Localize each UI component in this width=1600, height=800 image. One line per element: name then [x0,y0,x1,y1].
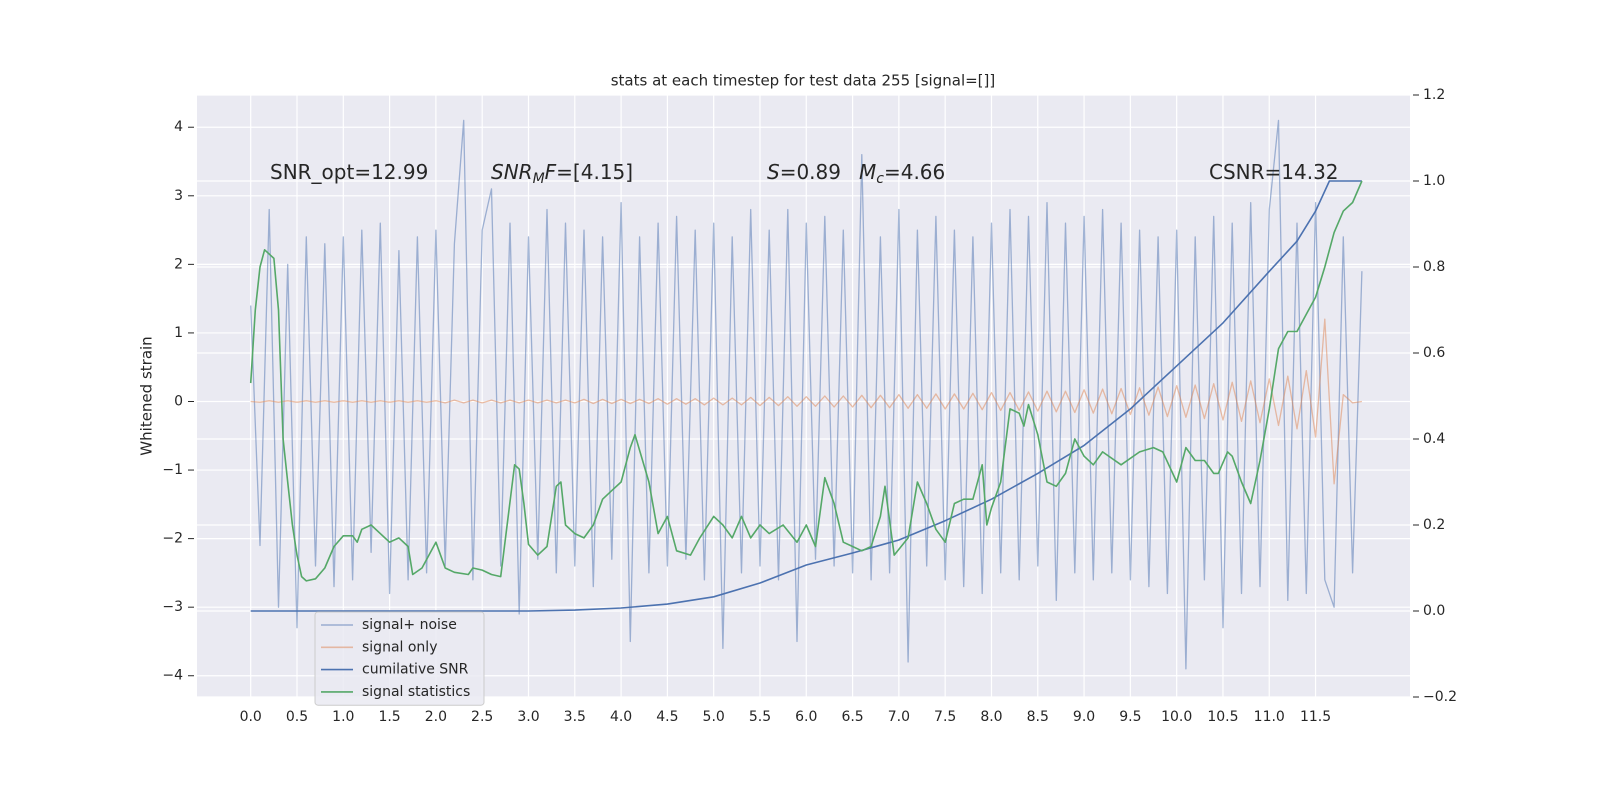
y2-tick-label: 1.0 [1423,173,1445,189]
x-tick-label: 11.0 [1254,709,1285,725]
x-tick-label: 1.5 [378,709,400,725]
x-tick-label: 0.5 [286,709,308,725]
x-tick-label: 8.0 [980,709,1002,725]
y-tick-label: −4 [162,668,183,684]
series-line [250,318,1362,485]
y2-tick-label: −0.2 [1423,689,1457,705]
y2-tick-label: 0.2 [1423,517,1445,533]
x-tick-label: 8.5 [1027,709,1049,725]
annotation-part: M [859,160,876,184]
y2-tick-label: 0.4 [1423,431,1445,447]
annotation: S=0.89 [767,160,841,184]
annotation-part: =4.66 [884,160,945,184]
x-tick-label: 6.5 [841,709,863,725]
y-tick-label: 4 [174,119,183,135]
annotation-part: M [533,171,545,187]
annotation-part: CSNR=14.32 [1209,160,1339,184]
x-tick-label: 7.5 [934,709,956,725]
y-tick-label: 2 [174,256,183,272]
x-tick-label: 10.0 [1161,709,1192,725]
y2-tick-label: 1.2 [1423,87,1445,103]
x-tick-label: 4.0 [610,709,632,725]
legend-label: signal statistics [362,684,470,700]
x-tick-label: 7.0 [888,709,910,725]
y-tick-label: −2 [162,531,183,547]
series-line [249,180,1363,582]
x-tick-label: 0.0 [240,709,262,725]
y-tick-label: −1 [162,462,183,478]
plot-lines [249,119,1363,670]
x-tick-label: 3.0 [517,709,539,725]
x-tick-label: 1.0 [332,709,354,725]
y2-tick-label: 0.8 [1423,259,1445,275]
y-tick-label: −3 [162,599,183,615]
legend-box [314,611,485,706]
legend-label: signal only [362,639,437,655]
annotation: Mc=4.66 [859,160,945,188]
x-tick-label: 5.0 [703,709,725,725]
x-tick-label: 5.5 [749,709,771,725]
y2-tick-label: 0.0 [1423,603,1445,619]
annotation: CSNR=14.32 [1209,160,1339,184]
legend: signal+ noise signal only cumilative SNR si… [314,611,485,706]
y-tick-label: 3 [174,188,183,204]
x-tick-label: 11.5 [1300,709,1331,725]
annotation: SNR_opt=12.99 [270,160,428,184]
x-tick-label: 9.0 [1073,709,1095,725]
annotation-part: =0.89 [780,160,841,184]
x-tick-label: 4.5 [656,709,678,725]
x-tick-label: 9.5 [1119,709,1141,725]
annotation-part: SNR_opt=12.99 [270,160,428,184]
x-tick-label: 2.0 [425,709,447,725]
y-tick-label: 1 [174,325,183,341]
annotation-part: c [876,171,884,187]
legend-label: cumilative SNR [362,662,469,678]
series-line [250,119,1363,670]
chart-title: stats at each timestep for test data 255… [611,72,996,90]
annotation-part: SNR [491,160,533,184]
annotation-part: F [545,160,557,184]
x-tick-label: 3.5 [564,709,586,725]
x-tick-label: 2.5 [471,709,493,725]
legend-label: signal+ noise [362,617,457,633]
y-axis-label: Whitened strain [138,336,156,455]
x-tick-label: 6.0 [795,709,817,725]
y2-tick-label: 0.6 [1423,345,1445,361]
series-line [250,180,1362,612]
y-tick-label: 0 [174,393,183,409]
annotation-part: S [767,160,780,184]
x-tick-label: 10.5 [1207,709,1238,725]
annotation-part: =[4.15] [556,160,633,184]
annotation: SNRMF=[4.15] [491,160,633,188]
